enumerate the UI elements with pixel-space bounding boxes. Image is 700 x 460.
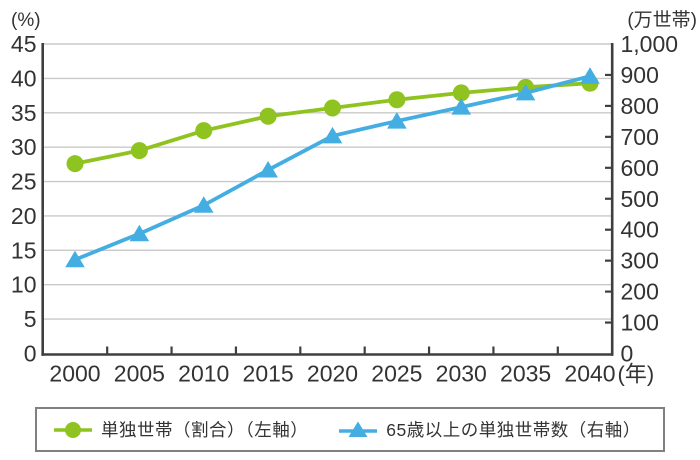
- series-1-point: [451, 98, 472, 115]
- series-1-point: [193, 196, 214, 213]
- left-axis-tick-label: 10: [11, 272, 37, 298]
- left-axis-tick-label: 30: [11, 134, 37, 160]
- legend-item-elderly-single-households: 65歳以上の単独世帯数（右軸）: [338, 417, 640, 442]
- series-0-point: [259, 107, 277, 125]
- right-axis-tick-label: 600: [621, 155, 659, 181]
- series-0-point: [195, 122, 213, 140]
- series-1-point: [65, 250, 85, 268]
- x-axis-tick-label: 2005: [114, 361, 165, 387]
- right-axis-tick-label: 100: [621, 310, 659, 336]
- right-axis-tick-label: 900: [621, 62, 659, 88]
- left-axis-tick-label: 35: [11, 100, 37, 126]
- legend-label-elderly-single-households: 65歳以上の単独世帯数（右軸）: [386, 420, 641, 440]
- series-1-point: [129, 224, 150, 242]
- circle-marker-icon: [54, 421, 92, 438]
- left-axis-tick-label: 25: [11, 169, 37, 195]
- x-axis-tick-label: 2020: [307, 361, 358, 387]
- legend-item-single-households: 単独世帯（割合）（左軸）: [53, 417, 308, 442]
- x-axis-tick-label: 2035: [500, 361, 551, 387]
- series-1-point: [322, 126, 343, 144]
- right-axis-tick-label: 300: [621, 248, 659, 274]
- x-axis-tick-label: 2000: [49, 361, 100, 387]
- left-axis-tick-label: 20: [11, 203, 37, 229]
- left-axis-tick-label: 15: [11, 237, 37, 263]
- right-axis-tick-label: 200: [621, 279, 659, 305]
- x-axis-tick-label: 2025: [371, 361, 422, 387]
- right-axis-tick-label: 1,000: [621, 31, 679, 57]
- x-axis-tick-label: 2030: [436, 361, 487, 387]
- right-axis-tick-label: 500: [621, 186, 659, 212]
- left-axis-tick-label: 0: [24, 341, 37, 367]
- series-0-point: [130, 142, 148, 160]
- left-axis-unit-label: (%): [11, 10, 41, 31]
- right-axis-tick-label: 400: [621, 217, 659, 243]
- right-axis-tick-label: 0: [621, 341, 634, 367]
- right-axis-unit-label: (万世帯): [627, 9, 697, 31]
- x-axis-tick-label: 2040: [564, 361, 615, 387]
- series-1-point: [580, 67, 600, 84]
- series-0-point: [324, 99, 341, 117]
- left-axis-tick-label: 45: [11, 31, 37, 57]
- left-axis-tick-label: 40: [11, 65, 37, 91]
- x-axis-tick-label: 2010: [178, 361, 229, 387]
- series-0-point: [388, 91, 406, 109]
- left-axis-tick-label: 5: [24, 306, 37, 332]
- legend: 単独世帯（割合）（左軸） 65歳以上の単独世帯数（右軸）: [35, 407, 665, 452]
- dual-axis-line-chart: 4540353025201510501,00090080070060050040…: [11, 9, 697, 387]
- right-axis-tick-label: 800: [621, 93, 659, 119]
- series-1-point: [387, 112, 407, 129]
- x-axis-unit-label: (年): [618, 362, 655, 387]
- legend-label-single-households: 単独世帯（割合）（左軸）: [101, 420, 309, 440]
- series-0-point: [66, 155, 84, 173]
- x-axis-tick-label: 2015: [243, 361, 294, 387]
- triangle-marker-icon: [339, 421, 378, 437]
- series-0-point: [452, 84, 470, 102]
- right-axis-tick-label: 700: [621, 124, 659, 150]
- series-1-point: [515, 83, 536, 101]
- series-1-point: [258, 160, 278, 178]
